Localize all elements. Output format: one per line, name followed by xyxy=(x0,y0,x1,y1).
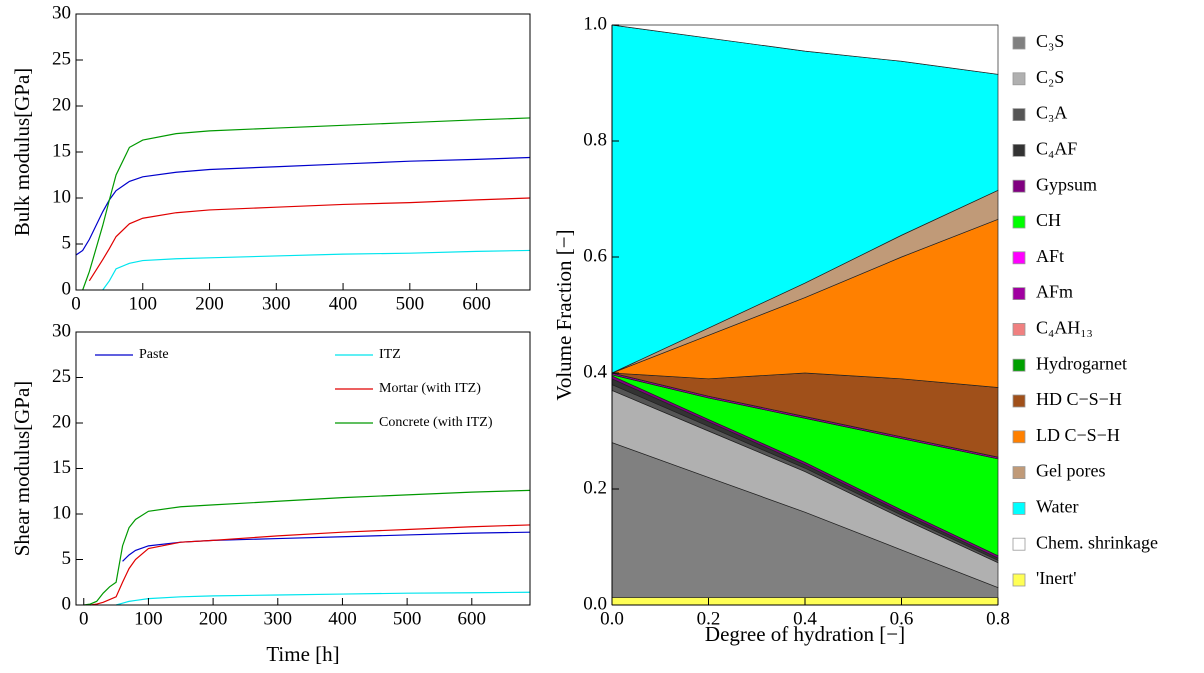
legend-swatch xyxy=(1012,36,1026,50)
x-tick-label: 0.6 xyxy=(890,608,914,629)
chart: 0.0 0.2 0.4 0.6 0.8 1.0 0.0 0.2 0.4 0.6 0.8 Volume … xyxy=(552,13,1158,645)
x-axis-title: Time [h] xyxy=(266,642,339,666)
legend-label: Concrete (with ITZ) xyxy=(379,415,493,430)
legend-label: C₄AH₁₃ xyxy=(1036,318,1093,338)
legend-swatch xyxy=(1012,108,1026,121)
y-tick-label: 30 xyxy=(52,2,71,23)
legend-label: Water xyxy=(1036,497,1079,517)
x-tick-label: 0.8 xyxy=(986,608,1010,629)
x-tick-label: 400 xyxy=(329,293,358,314)
y-axis-title: Shear modulus[GPa] xyxy=(10,381,34,557)
x-tick-label: 500 xyxy=(393,608,422,629)
x-tick-label: 200 xyxy=(195,293,224,314)
x-axis-title: Degree of hydration [−] xyxy=(705,622,905,646)
y-tick-label: 25 xyxy=(52,48,71,69)
y-tick-label: 20 xyxy=(52,411,71,432)
legend-label: CH xyxy=(1036,210,1061,230)
y-axis-title: Bulk modulus[GPa] xyxy=(10,68,34,237)
y-tick-label: 30 xyxy=(52,320,71,341)
x-tick-label: 0.0 xyxy=(600,608,624,629)
legend-swatch xyxy=(1012,287,1026,301)
x-tick-label: 100 xyxy=(129,293,158,314)
legend-label: C₃S xyxy=(1036,31,1064,51)
series-line xyxy=(75,156,531,256)
legend-swatch xyxy=(1012,466,1026,480)
plot-frame xyxy=(75,331,531,606)
x-tick-label: 0.2 xyxy=(697,608,721,629)
legend-label: Hydrogarnet xyxy=(1036,353,1127,373)
x-tick-label: 500 xyxy=(396,293,425,314)
legend-swatch xyxy=(1012,430,1026,444)
y-tick-label: 15 xyxy=(52,457,71,478)
y-tick-label: 5 xyxy=(62,232,72,253)
y-tick-label: 15 xyxy=(52,140,71,161)
y-tick-label: 0 xyxy=(62,278,72,299)
x-tick-label: 0 xyxy=(79,608,89,629)
y-axis-title: Volume Fraction [−] xyxy=(552,229,576,400)
y-tick-label: 10 xyxy=(52,502,71,523)
legend-label: C₃A xyxy=(1036,103,1067,123)
x-tick-label: 400 xyxy=(328,608,357,629)
y-tick-label: 5 xyxy=(62,548,72,569)
legend-label: AFt xyxy=(1036,246,1064,266)
legend-label: Gypsum xyxy=(1036,174,1097,194)
legend-label: LD C−S−H xyxy=(1036,425,1120,445)
series-line xyxy=(83,489,531,606)
series-line xyxy=(102,249,531,291)
legend-label: Chem. shrinkage xyxy=(1036,532,1158,552)
x-tick-label: 600 xyxy=(462,293,491,314)
legend-label: AFm xyxy=(1036,282,1073,302)
legend-swatch xyxy=(1012,215,1026,229)
y-tick-label: 1.0 xyxy=(583,13,607,34)
legend-label: C₂S xyxy=(1036,67,1064,87)
legend-label: Paste xyxy=(139,347,169,362)
area xyxy=(611,24,999,75)
legend-label: ITZ xyxy=(379,347,401,362)
y-tick-label: 0.0 xyxy=(583,593,607,614)
y-tick-label: 0.8 xyxy=(583,129,607,150)
legend-label: HD C−S−H xyxy=(1036,389,1122,409)
legend-swatch xyxy=(1012,358,1026,372)
y-tick-label: 25 xyxy=(52,366,71,387)
legend-swatch xyxy=(1012,501,1026,515)
x-tick-label: 300 xyxy=(264,608,293,629)
x-tick-label: 300 xyxy=(262,293,291,314)
x-tick-label: 100 xyxy=(134,608,163,629)
y-tick-label: 20 xyxy=(52,94,71,115)
series-line xyxy=(90,524,531,606)
y-tick-label: 0 xyxy=(62,593,72,614)
legend-swatch xyxy=(1012,394,1026,408)
x-tick-label: 600 xyxy=(458,608,487,629)
plot-frame xyxy=(75,13,531,291)
series-line xyxy=(82,117,531,291)
legend-label: 'Inert' xyxy=(1036,568,1076,588)
legend-swatch xyxy=(1012,537,1026,551)
legend-label: Gel pores xyxy=(1036,461,1105,481)
legend-swatch xyxy=(1012,72,1026,86)
y-tick-label: 0.2 xyxy=(583,477,607,498)
series-line xyxy=(122,531,531,562)
x-tick-label: 200 xyxy=(199,608,228,629)
y-tick-label: 0.6 xyxy=(583,245,607,266)
y-tick-label: 0.4 xyxy=(583,361,607,382)
x-tick-label: 0 xyxy=(71,293,81,314)
legend-label: Mortar (with ITZ) xyxy=(379,381,481,396)
legend-swatch xyxy=(1012,322,1026,336)
x-tick-label: 0.4 xyxy=(793,608,817,629)
legend-label: C₄AF xyxy=(1036,139,1077,159)
legend-swatch xyxy=(1012,143,1026,157)
y-tick-label: 10 xyxy=(52,186,71,207)
series-line xyxy=(88,197,531,282)
legend-swatch xyxy=(1012,179,1026,193)
series-line xyxy=(115,591,531,606)
legend-swatch xyxy=(1012,573,1026,587)
legend-swatch xyxy=(1012,251,1026,265)
